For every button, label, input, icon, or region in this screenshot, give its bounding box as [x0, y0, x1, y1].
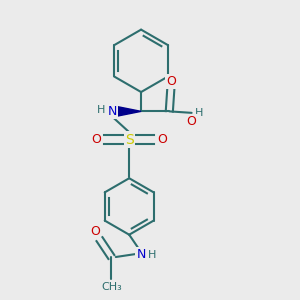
Text: CH₃: CH₃: [101, 282, 122, 292]
Text: H: H: [195, 108, 203, 118]
Text: O: O: [92, 133, 101, 146]
Text: O: O: [166, 75, 176, 88]
Text: N: N: [108, 105, 117, 118]
Text: H: H: [148, 250, 157, 260]
Text: O: O: [90, 225, 100, 238]
Text: N: N: [136, 248, 146, 260]
Text: S: S: [125, 133, 134, 147]
Text: O: O: [157, 133, 167, 146]
Polygon shape: [114, 106, 141, 117]
Text: O: O: [187, 115, 196, 128]
Text: H: H: [98, 106, 106, 116]
